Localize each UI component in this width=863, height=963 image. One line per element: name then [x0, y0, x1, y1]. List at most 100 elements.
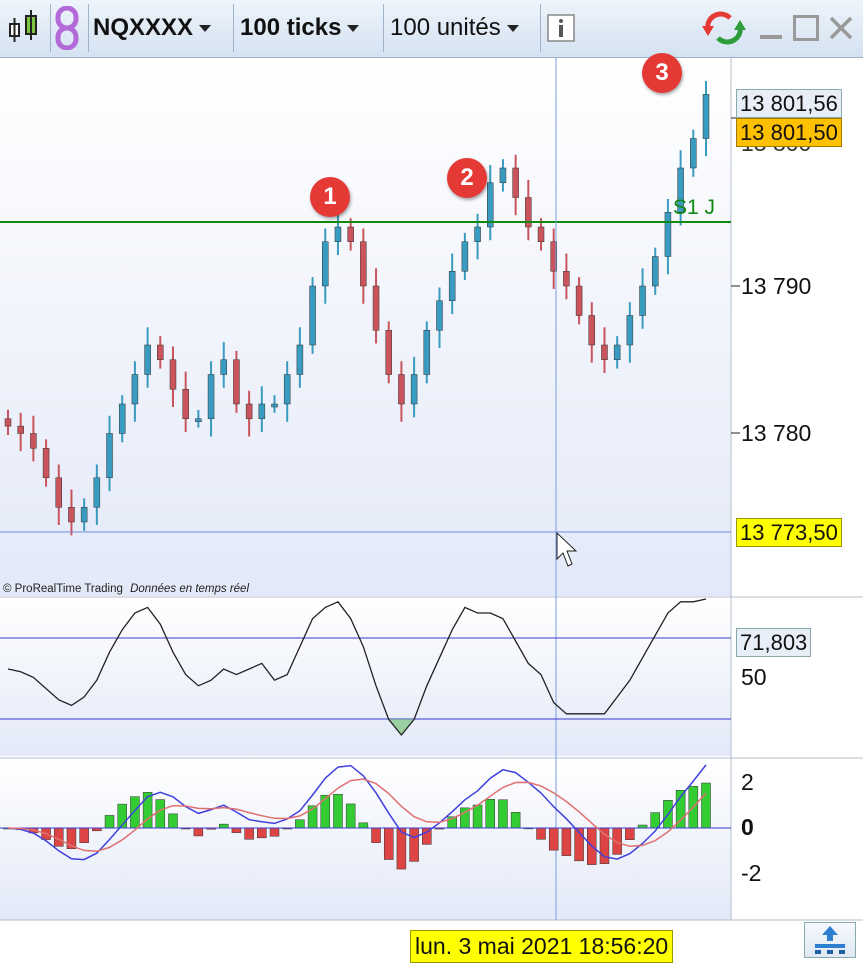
- chevron-down-icon: [347, 24, 360, 32]
- info-icon[interactable]: [547, 4, 575, 52]
- candle: [271, 403, 278, 408]
- candle: [169, 359, 177, 390]
- copyright-note: © ProRealTime Trading Données en temps r…: [3, 583, 249, 595]
- candle: [258, 403, 266, 419]
- histogram-bar: [409, 827, 419, 862]
- candle: [613, 344, 621, 360]
- chevron-down-icon: [506, 24, 519, 32]
- candle: [106, 433, 113, 478]
- candle: [347, 226, 354, 242]
- link-icon[interactable]: [54, 4, 84, 52]
- candle: [410, 374, 418, 405]
- annotation-badge-3: 3: [642, 53, 682, 93]
- maximize-icon[interactable]: [793, 4, 819, 52]
- copyright-text: © ProRealTime Trading: [3, 583, 123, 595]
- histogram-bar: [79, 827, 89, 843]
- annotation-badge-2: 2: [447, 158, 487, 198]
- candle: [42, 448, 50, 478]
- candle: [30, 433, 37, 449]
- histogram-bar: [155, 799, 166, 829]
- candle: [461, 241, 469, 272]
- price-tick-13780: 13 780: [741, 420, 812, 446]
- candle: [372, 285, 380, 331]
- oscillator-value-box: 71,803: [736, 628, 812, 657]
- histogram-bar: [333, 794, 343, 829]
- histogram-bar: [168, 813, 178, 829]
- candle: [639, 285, 646, 316]
- chart-toolbar: NQXXXX 100 ticks 100 unités: [0, 0, 863, 58]
- candle: [651, 256, 659, 287]
- histogram-bar: [193, 827, 204, 837]
- price-tick-label: 13 780: [741, 420, 811, 447]
- histogram-bar: [345, 803, 356, 829]
- histogram-bar: [536, 827, 546, 840]
- candle: [283, 374, 291, 405]
- macd-tick-0: 0: [741, 814, 754, 840]
- price-tick-label: 13 790: [741, 273, 811, 300]
- histogram-bar: [701, 782, 711, 829]
- candle: [157, 344, 164, 360]
- histogram-bar: [472, 804, 483, 829]
- candle: [499, 167, 507, 183]
- refresh-icon[interactable]: [700, 4, 748, 52]
- histogram-bar: [244, 827, 254, 840]
- chevron-down-icon: [199, 24, 212, 32]
- histogram-bar: [295, 819, 305, 829]
- candle: [398, 374, 405, 405]
- candle: [80, 507, 88, 523]
- candle: [588, 315, 596, 346]
- oscillator-line: [7, 598, 707, 737]
- histogram-bar: [371, 827, 381, 843]
- candlestick-icon[interactable]: [4, 4, 48, 52]
- histogram-bar: [320, 794, 331, 829]
- scroll-to-latest-button[interactable]: [804, 922, 856, 958]
- candle: [601, 344, 608, 360]
- level-label: S1 J: [673, 196, 716, 219]
- chart-area[interactable]: 13 790 13 780 13 800 13 801,56 13 801,50…: [0, 53, 863, 963]
- candle: [322, 241, 329, 287]
- units-label: 100 unités: [390, 14, 501, 41]
- candle: [436, 300, 443, 331]
- candle: [512, 167, 519, 198]
- close-icon[interactable]: [828, 4, 854, 52]
- candle: [296, 344, 304, 375]
- candle: [550, 241, 557, 272]
- histogram-bar: [548, 827, 559, 851]
- minimize-icon[interactable]: [760, 4, 782, 52]
- chart-canvas[interactable]: [0, 58, 863, 963]
- mouse-cursor-icon: [556, 531, 578, 567]
- last-price-box: 13 801,56: [736, 89, 842, 118]
- histogram-bar: [383, 827, 394, 860]
- histogram-bar: [104, 815, 115, 829]
- candle: [17, 425, 24, 434]
- histogram-bar: [599, 827, 610, 864]
- candle: [677, 167, 684, 213]
- histogram-bar: [257, 827, 267, 839]
- candle: [245, 403, 253, 419]
- timeframe-label: 100 ticks: [240, 14, 342, 41]
- macd-histogram: [3, 782, 711, 870]
- histogram-bar: [130, 796, 140, 829]
- symbol-selector[interactable]: NQXXXX: [93, 4, 212, 52]
- candle: [334, 226, 342, 242]
- macd-line: [7, 764, 707, 861]
- candle: [664, 212, 672, 257]
- candle: [563, 271, 570, 287]
- crosshair-price-box: 13 773,50: [736, 518, 842, 547]
- candle: [68, 507, 75, 523]
- histogram-bar: [510, 812, 521, 829]
- oscillator-tick-50: 50: [741, 664, 767, 690]
- candle: [131, 374, 139, 405]
- timeframe-selector[interactable]: 100 ticks: [240, 4, 360, 52]
- candle: [690, 138, 697, 169]
- histogram-bar: [358, 822, 369, 829]
- histogram-bar: [561, 827, 572, 856]
- realtime-data-note: Données en temps réel: [130, 583, 250, 595]
- units-selector[interactable]: 100 unités: [390, 4, 519, 52]
- macd-tick-2: 2: [741, 769, 754, 795]
- candle: [360, 241, 367, 287]
- histogram-bar: [218, 823, 229, 829]
- candlestick-series: [4, 80, 710, 536]
- candle: [309, 285, 316, 346]
- annotation-badge-1: 1: [310, 177, 350, 217]
